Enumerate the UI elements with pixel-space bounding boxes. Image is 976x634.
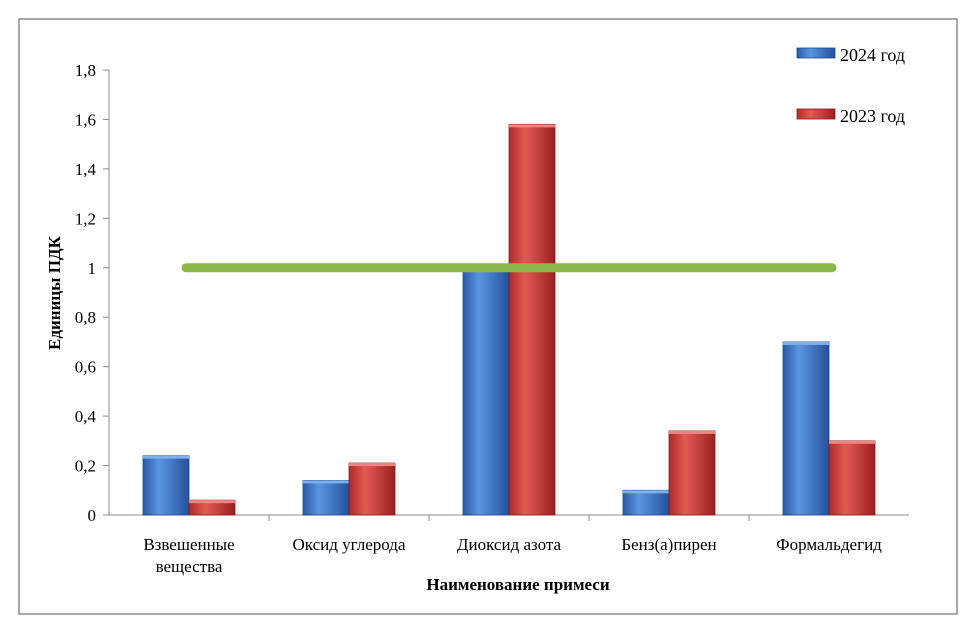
bar-series2	[668, 430, 716, 516]
y-tick-label: 1,8	[75, 61, 96, 80]
legend-swatch	[796, 108, 836, 120]
bar-series1	[302, 479, 350, 516]
y-tick-label: 1	[88, 259, 97, 278]
x-category-label: вещества	[156, 557, 223, 576]
y-tick-label: 1,6	[75, 110, 96, 129]
x-axis-title: Наименование примеси	[426, 575, 610, 594]
y-axis-title: Единицы ПДК	[45, 235, 64, 350]
bar-top-highlight	[829, 440, 875, 444]
legend: 2024 год 2023 год	[796, 45, 905, 126]
bar-top-highlight	[143, 455, 189, 459]
bar-series1	[142, 455, 190, 516]
bar-top-highlight	[189, 500, 235, 504]
y-tick-label: 0,4	[75, 407, 97, 426]
x-category-label: Формальдегид	[776, 535, 882, 554]
y-tick-label: 0,2	[75, 457, 96, 476]
legend-label: 2023 год	[840, 106, 905, 126]
bar-top-highlight	[783, 341, 829, 345]
bar-series1	[782, 341, 830, 516]
y-tick-label: 1,4	[75, 160, 97, 179]
bar-top-highlight	[669, 430, 715, 434]
bar-series1	[622, 489, 670, 516]
bar-top-highlight	[349, 463, 395, 467]
legend-swatch	[796, 47, 836, 59]
plot-area: 0 0,2 0,4 0,6 0,8 1 1,2 1,4 1,6 1,8 Взвешенные веще…	[75, 61, 909, 576]
bar-series2	[828, 440, 876, 516]
y-tick-label: 0	[88, 506, 97, 525]
bar-series2	[348, 462, 396, 516]
bar-top-highlight	[303, 480, 349, 484]
legend-label: 2024 год	[840, 45, 905, 65]
bar-series1	[462, 267, 510, 516]
y-tick-label: 1,2	[75, 209, 96, 228]
x-category-label: Взвешенные	[143, 535, 234, 554]
bar-series2	[508, 123, 556, 516]
y-tick-label: 0,8	[75, 308, 96, 327]
x-category-label: Бенз(а)пирен	[621, 535, 716, 554]
x-category-label: Диоксид азота	[457, 535, 562, 554]
bar-top-highlight	[623, 490, 669, 494]
bar-top-highlight	[509, 124, 555, 128]
x-category-label: Оксид углерода	[293, 535, 406, 554]
y-tick-label: 0,6	[75, 358, 96, 377]
